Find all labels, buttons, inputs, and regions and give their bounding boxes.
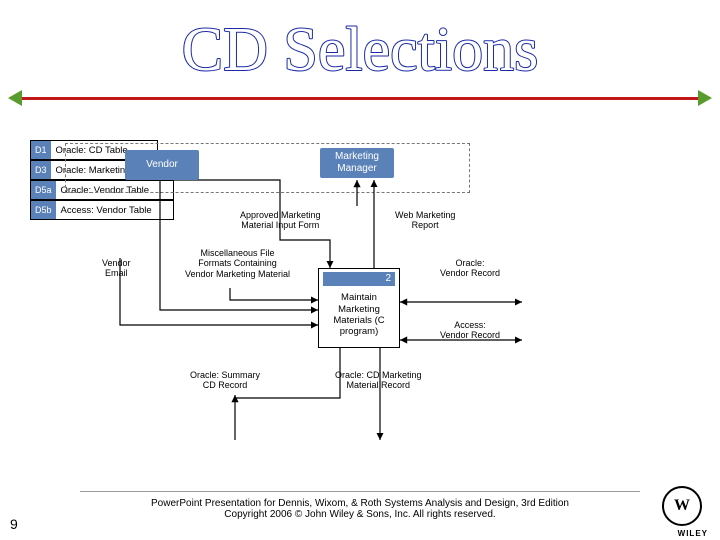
page-title: CD Selections [30, 10, 690, 90]
flow-oracle-vendor: Oracle:Vendor Record [440, 258, 500, 279]
datastore-d5b: D5b Access: Vendor Table [30, 200, 174, 220]
flow-access-vendor: Access:Vendor Record [440, 320, 500, 341]
flow-approved-form: Approved MarketingMaterial Input Form [240, 210, 321, 231]
flow-cd-marketing: Oracle: CD MarketingMaterial Record [335, 370, 422, 391]
process-body: Maintain Marketing Materials (C program) [323, 286, 395, 344]
dfd-diagram: Vendor MarketingManager 2 Maintain Marke… [30, 140, 690, 460]
entity-marketing-manager: MarketingManager [320, 148, 394, 178]
page-number: 9 [10, 516, 18, 532]
flow-misc-file: Miscellaneous FileFormats ContainingVend… [185, 248, 290, 279]
svg-text:CD Selections: CD Selections [182, 16, 538, 84]
divider-arrow [8, 96, 712, 100]
process-maintain-marketing: 2 Maintain Marketing Materials (C progra… [318, 268, 400, 348]
wiley-logo-text: WILEY [678, 529, 708, 538]
process-number: 2 [323, 272, 395, 286]
flow-vendor-email: VendorEmail [102, 258, 131, 279]
footer-text: PowerPoint Presentation for Dennis, Wixo… [0, 498, 720, 520]
flow-web-report: Web MarketingReport [395, 210, 455, 231]
flow-summary-cd: Oracle: SummaryCD Record [190, 370, 260, 391]
wiley-logo-icon: W [662, 486, 702, 526]
footer-rule [80, 491, 640, 492]
entity-vendor: Vendor [125, 150, 199, 180]
